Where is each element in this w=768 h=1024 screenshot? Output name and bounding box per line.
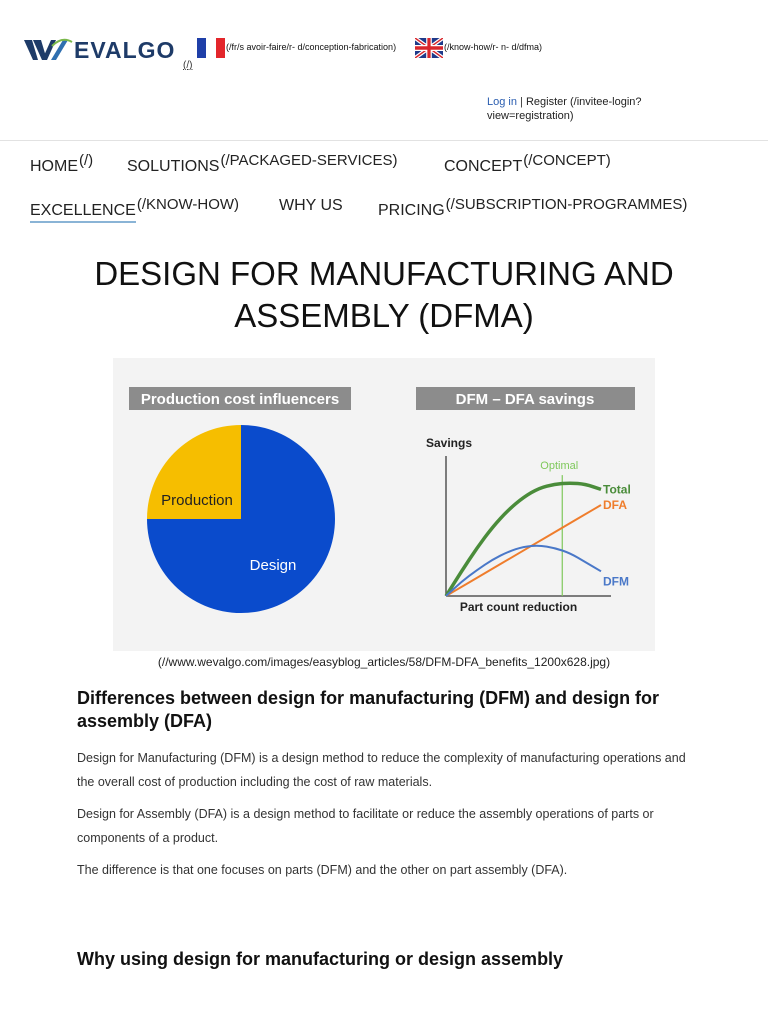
logo-wordmark: EVALGO bbox=[74, 37, 176, 63]
paragraph: Design for Assembly (DFA) is a design me… bbox=[77, 807, 654, 845]
page-title: DESIGN FOR MANUFACTURING AND ASSEMBLY (D… bbox=[94, 255, 674, 334]
nav-item-why-us[interactable]: WHY US bbox=[279, 197, 343, 215]
dfm-dfa-figure[interactable]: Production cost influencers Production De… bbox=[113, 358, 655, 651]
nav-item-excellence[interactable]: EXCELLENCE(/KNOW-HOW) bbox=[30, 196, 240, 223]
section-heading: Why using design for manufacturing or de… bbox=[77, 949, 564, 969]
nav-href: (/) bbox=[79, 152, 94, 169]
x-axis-label: Part count reduction bbox=[460, 600, 577, 614]
nav-item-concept[interactable]: CONCEPT(/CONCEPT) bbox=[444, 152, 611, 176]
uk-flag-icon[interactable] bbox=[415, 38, 443, 58]
series-line-total bbox=[444, 481, 602, 597]
register-link[interactable]: Register (/invitee-login? view=registrat… bbox=[487, 96, 642, 122]
pie-chart: Production Design bbox=[147, 425, 335, 613]
nav-label: WHY US bbox=[279, 197, 343, 214]
nav-label: HOME bbox=[30, 158, 78, 175]
wevalgo-logo[interactable]: EVALGO bbox=[24, 34, 174, 66]
pie-slice-label: Production bbox=[161, 492, 233, 509]
french-language-link[interactable]: (/fr/s avoir-faire/r- d/conception-fabri… bbox=[226, 42, 397, 52]
pie-slice-production bbox=[147, 425, 241, 519]
nav-label: CONCEPT bbox=[444, 158, 523, 175]
nav-label: SOLUTIONS bbox=[127, 158, 220, 175]
pie-title: Production cost influencers bbox=[141, 391, 339, 408]
pie-slice-label: Design bbox=[250, 557, 297, 574]
y-axis-label: Savings bbox=[426, 436, 472, 450]
nav-label: EXCELLENCE bbox=[30, 202, 136, 223]
dfm-dfa-figure-graphic: Production cost influencers Production De… bbox=[129, 387, 635, 614]
series-line-dfm bbox=[445, 544, 602, 597]
login-link[interactable]: Log in bbox=[487, 96, 517, 108]
nav-href: (/KNOW-HOW) bbox=[136, 196, 240, 213]
line-chart: Savings Part count reduction Optimal Total D… bbox=[426, 436, 631, 614]
optimal-label: Optimal bbox=[540, 460, 578, 472]
pie-slice-design bbox=[147, 425, 335, 613]
login-separator: | bbox=[520, 96, 523, 108]
nav-item-home[interactable]: HOME(/) bbox=[30, 152, 93, 176]
figure-caption[interactable]: (//www.wevalgo.com/images/easyblog_artic… bbox=[157, 655, 611, 669]
nav-item-pricing[interactable]: PRICING(/SUBSCRIPTION-PROGRAMMES) bbox=[378, 196, 687, 220]
nav-href: (/PACKAGED-SERVICES) bbox=[220, 152, 398, 169]
nav-href: (/SUBSCRIPTION-PROGRAMMES) bbox=[445, 196, 688, 213]
nav-href: (/CONCEPT) bbox=[523, 152, 611, 169]
nav-label: PRICING bbox=[378, 202, 445, 219]
nav-item-solutions[interactable]: SOLUTIONS(/PACKAGED-SERVICES) bbox=[127, 152, 397, 176]
series-label: Total bbox=[603, 482, 631, 496]
header-divider bbox=[0, 140, 768, 141]
section-heading: Differences between design for manufactu… bbox=[77, 688, 660, 731]
logo-link[interactable]: (/) bbox=[183, 60, 193, 71]
paragraph: The difference is that one focuses on pa… bbox=[77, 863, 568, 877]
series-line-dfa bbox=[445, 504, 602, 597]
french-flag-icon[interactable] bbox=[197, 38, 225, 58]
pie-title-bar bbox=[129, 387, 351, 410]
series-label: DFA bbox=[603, 498, 627, 512]
series-label: DFM bbox=[603, 574, 629, 588]
account-links: Log in | Register (/invitee-login? view=… bbox=[487, 95, 687, 123]
english-language-link[interactable]: (/know-how/r- n- d/dfma) bbox=[444, 42, 543, 52]
logo-mark-icon bbox=[24, 38, 73, 60]
paragraph: Design for Manufacturing (DFM) is a desi… bbox=[77, 751, 686, 789]
line-title: DFM – DFA savings bbox=[456, 391, 595, 408]
line-title-bar bbox=[416, 387, 635, 410]
